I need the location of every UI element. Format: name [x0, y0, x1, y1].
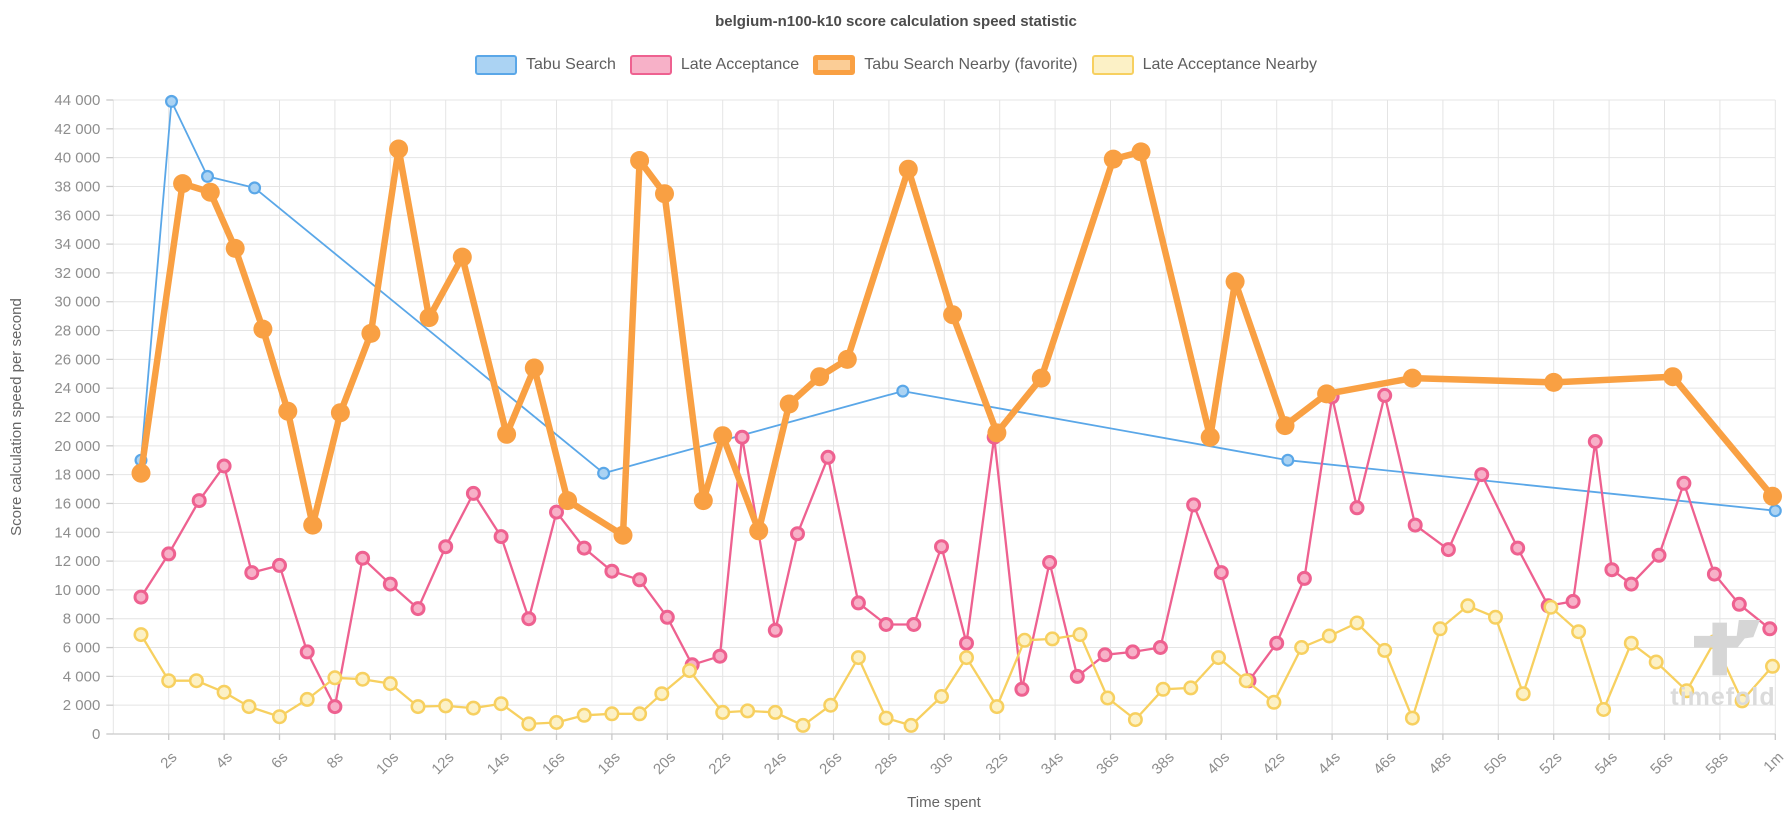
svg-text:1m: 1m	[1760, 749, 1787, 776]
series-line-late-acceptance	[139, 394, 1771, 708]
x-axis-tick-labels: 2s 4s 6s 8s 10s 12s 14s 16s 18s 20s 22s 24s 26s 28s 30…	[157, 749, 1787, 778]
legend-label: Late Acceptance Nearby	[1142, 56, 1317, 73]
svg-text:40s: 40s	[1204, 749, 1233, 778]
legend-swatch	[629, 55, 672, 75]
svg-text:34s: 34s	[1038, 749, 1067, 778]
series-points-late-acceptance	[133, 387, 1778, 715]
series-late-acceptance-nearby[interactable]	[133, 598, 1780, 733]
legend-item-late-acceptance[interactable]: Late Acceptance	[629, 55, 800, 75]
svg-text:48s: 48s	[1426, 749, 1455, 778]
svg-text:32 000: 32 000	[54, 265, 100, 282]
legend-label: Tabu Search Nearby (favorite)	[864, 56, 1078, 73]
svg-text:42s: 42s	[1259, 749, 1288, 778]
series-late-acceptance[interactable]	[133, 387, 1778, 715]
svg-text:52s: 52s	[1536, 749, 1565, 778]
x-axis-title: Time spent	[907, 794, 981, 811]
svg-text:24 000: 24 000	[54, 380, 100, 397]
svg-text:18s: 18s	[595, 749, 624, 778]
svg-text:58s: 58s	[1703, 749, 1732, 778]
svg-text:14 000: 14 000	[54, 524, 100, 541]
legend-swatch	[475, 55, 518, 75]
svg-text:42 000: 42 000	[54, 121, 100, 138]
legend-item-late-acceptance-nearby[interactable]: Late Acceptance Nearby	[1091, 55, 1317, 75]
svg-text:50s: 50s	[1481, 749, 1510, 778]
svg-text:26s: 26s	[816, 749, 845, 778]
svg-text:8s: 8s	[324, 749, 347, 772]
series-points-tabu-search	[134, 94, 1782, 518]
svg-text:16 000: 16 000	[54, 495, 100, 512]
svg-text:30 000: 30 000	[54, 294, 100, 311]
y-axis-tick-labels: 0 2 000 4 000 6 000 8 000 10 000 12 000 14 000 1…	[54, 92, 100, 743]
axis-lines	[106, 99, 1776, 740]
svg-text:32s: 32s	[982, 749, 1011, 778]
legend-label: Late Acceptance	[680, 56, 800, 73]
series-tabu-search[interactable]	[134, 94, 1782, 518]
svg-text:44 000: 44 000	[54, 92, 100, 109]
svg-text:22 000: 22 000	[54, 409, 100, 426]
svg-text:16s: 16s	[539, 749, 568, 778]
svg-text:4s: 4s	[213, 749, 236, 772]
svg-text:28s: 28s	[872, 749, 901, 778]
legend-swatch	[1091, 55, 1134, 75]
svg-text:30s: 30s	[927, 749, 956, 778]
svg-text:36s: 36s	[1093, 749, 1122, 778]
svg-text:34 000: 34 000	[54, 236, 100, 253]
series-line-late-acceptance-nearby	[139, 604, 1774, 727]
svg-text:20 000: 20 000	[54, 438, 100, 455]
svg-text:46s: 46s	[1370, 749, 1399, 778]
svg-text:2 000: 2 000	[63, 697, 101, 714]
grid-lines	[112, 99, 1776, 735]
svg-text:12 000: 12 000	[54, 553, 100, 570]
svg-text:12s: 12s	[428, 749, 457, 778]
svg-text:44s: 44s	[1315, 749, 1344, 778]
legend-label: Tabu Search	[526, 56, 616, 73]
series-tabu-search-nearby-favorite[interactable]	[131, 139, 1783, 545]
svg-text:24s: 24s	[761, 749, 790, 778]
svg-text:0: 0	[92, 726, 100, 743]
series-points-tabu-search-nearby-favorite	[131, 139, 1782, 545]
svg-text:38 000: 38 000	[54, 178, 100, 195]
series-line-tabu-search	[140, 100, 1777, 512]
legend-item-tabu-search[interactable]: Tabu Search	[475, 55, 616, 75]
chart-title: belgium-n100-k10 score calculation speed…	[715, 13, 1077, 30]
svg-text:38s: 38s	[1149, 749, 1178, 778]
svg-text:56s: 56s	[1647, 749, 1676, 778]
svg-text:36 000: 36 000	[54, 207, 100, 224]
svg-text:28 000: 28 000	[54, 323, 100, 340]
svg-text:10 000: 10 000	[54, 582, 100, 599]
svg-text:18 000: 18 000	[54, 467, 100, 484]
legend-item-tabu-search-nearby-favorite[interactable]: Tabu Search Nearby (favorite)	[813, 55, 1078, 75]
legend-swatch	[813, 55, 856, 75]
svg-text:8 000: 8 000	[63, 611, 101, 628]
y-axis-title: Score calculation speed per second	[8, 298, 25, 536]
svg-text:10s: 10s	[373, 749, 402, 778]
series-line-tabu-search-nearby-favorite	[137, 145, 1776, 539]
svg-text:40 000: 40 000	[54, 150, 100, 167]
svg-text:2s: 2s	[157, 749, 180, 772]
legend: Tabu Search Late Acceptance Tabu Search Ne…	[0, 55, 1792, 75]
svg-text:6s: 6s	[268, 749, 291, 772]
svg-text:54s: 54s	[1592, 749, 1621, 778]
svg-text:4 000: 4 000	[63, 668, 101, 685]
svg-text:14s: 14s	[484, 749, 513, 778]
svg-text:6 000: 6 000	[63, 640, 101, 657]
series-points-late-acceptance-nearby	[133, 598, 1780, 733]
svg-text:20s: 20s	[650, 749, 679, 778]
svg-text:26 000: 26 000	[54, 351, 100, 368]
svg-text:22s: 22s	[705, 749, 734, 778]
